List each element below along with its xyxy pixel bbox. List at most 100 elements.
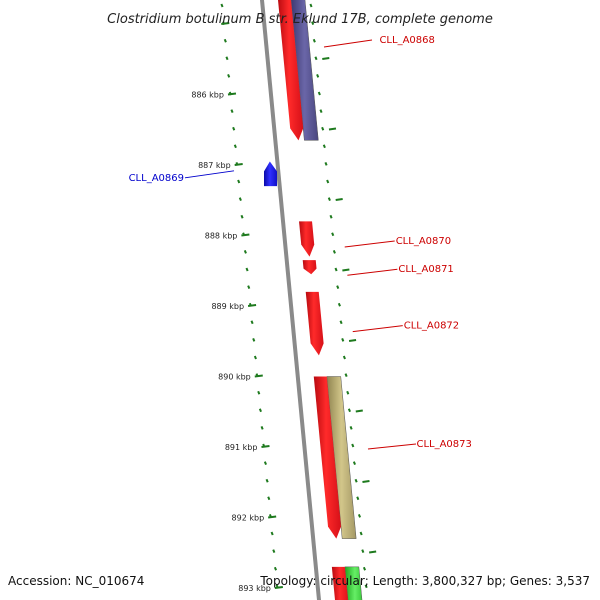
minor-tick: [309, 3, 313, 8]
minor-tick: [253, 355, 257, 360]
minor-tick: [220, 3, 224, 8]
minor-tick: [331, 232, 335, 237]
major-tick: [254, 374, 263, 378]
gene-label[interactable]: CLL_A0868: [379, 35, 434, 46]
minor-tick: [267, 496, 271, 501]
minor-tick: [314, 56, 318, 61]
minor-tick: [339, 320, 343, 325]
major-tick: [227, 92, 237, 96]
tick-label: 887 kbp: [198, 161, 231, 170]
minor-tick: [334, 267, 338, 272]
gene-leader-line: [344, 240, 395, 248]
minor-tick: [240, 214, 244, 219]
gene-arrow: [264, 161, 277, 187]
major-tick: [274, 586, 283, 589]
gene-arrow: [302, 260, 317, 275]
gene-leader-line: [352, 325, 403, 333]
gene-label[interactable]: CLL_A0869: [129, 173, 184, 184]
minor-tick: [263, 461, 267, 465]
genome-backbone: [259, 0, 322, 600]
minor-tick: [354, 478, 358, 483]
tick-marks-left: [220, 3, 283, 589]
minor-tick: [347, 408, 351, 413]
minor-tick: [312, 38, 316, 43]
tick-label: 891 kbp: [225, 443, 258, 452]
major-tick: [335, 198, 343, 201]
minor-tick: [265, 478, 269, 483]
gene-label[interactable]: CLL_A0870: [396, 236, 451, 247]
gene-leader-line: [184, 170, 235, 179]
tick-label: 892 kbp: [232, 514, 265, 523]
minor-tick: [260, 426, 264, 430]
major-tick: [268, 515, 277, 519]
backbone-line: [259, 0, 322, 600]
major-tick: [241, 233, 250, 237]
topology-label: Topology: circular; Length: 3,800,327 bp…: [260, 574, 590, 588]
gene-leader-line: [367, 443, 417, 450]
minor-tick: [273, 566, 278, 571]
minor-tick: [250, 320, 254, 325]
major-tick: [342, 268, 350, 272]
minor-tick: [324, 162, 328, 166]
minor-tick: [223, 38, 227, 43]
minor-tick: [322, 144, 326, 149]
tick-label: 886 kbp: [191, 91, 224, 100]
minor-tick: [359, 531, 363, 536]
major-tick: [362, 480, 370, 483]
gene-arrow: [299, 221, 315, 257]
gene-label[interactable]: CLL_A0873: [416, 439, 471, 450]
major-tick: [369, 550, 377, 554]
minor-tick: [232, 126, 236, 131]
major-tick: [355, 409, 363, 413]
tick-label: 888 kbp: [205, 232, 238, 241]
minor-tick: [272, 549, 276, 553]
minor-tick: [243, 250, 247, 254]
gene-labels: CLL_A0868 CLL_A0869 CLL_A0870 CLL_A0871 CLL_…: [129, 35, 472, 450]
minor-tick: [270, 531, 274, 536]
gene-label[interactable]: CLL_A0871: [398, 264, 453, 275]
minor-tick: [258, 408, 262, 413]
major-tick: [221, 22, 230, 25]
minor-tick: [341, 338, 345, 342]
gene-arrow: [305, 291, 324, 356]
minor-tick: [311, 21, 315, 25]
gene-leader-line: [323, 39, 373, 48]
major-tick: [247, 304, 257, 307]
minor-tick: [336, 285, 340, 289]
gene-arrow: [331, 566, 348, 600]
minor-tick: [361, 549, 365, 553]
minor-tick: [316, 74, 320, 78]
minor-tick: [357, 514, 361, 518]
feature-track-bar: [326, 376, 357, 539]
minor-tick: [227, 74, 231, 78]
gene-arrow: [278, 0, 304, 141]
minor-tick: [321, 126, 325, 131]
minor-tick: [257, 390, 261, 395]
tick-label: 893 kbp: [238, 584, 271, 593]
minor-tick: [326, 179, 330, 184]
major-tick: [234, 163, 243, 166]
gene-label[interactable]: CLL_A0872: [404, 321, 459, 332]
minor-tick: [252, 338, 256, 342]
gene-leader-line: [347, 268, 398, 276]
tick-labels: 886 kbp 887 kbp 888 kbp 889 kbp 890 kbp 891 k…: [191, 91, 270, 594]
minor-tick: [337, 302, 341, 307]
tick-label: 890 kbp: [218, 373, 251, 382]
minor-tick: [356, 496, 360, 501]
minor-tick: [352, 461, 356, 465]
major-tick: [348, 339, 357, 342]
accession-label: Accession: NC_010674: [8, 574, 145, 588]
major-tick: [261, 445, 270, 448]
minor-tick: [319, 109, 323, 113]
minor-tick: [247, 285, 251, 289]
minor-tick: [245, 267, 249, 272]
major-tick: [322, 57, 330, 60]
minor-tick: [342, 355, 346, 360]
tick-marks-right: [309, 3, 377, 589]
minor-tick: [317, 91, 321, 96]
minor-tick: [233, 144, 237, 149]
minor-tick: [351, 443, 355, 448]
map-title: Clostridium botulinum B str. Eklund 17B,…: [107, 12, 493, 27]
minor-tick: [237, 179, 241, 184]
